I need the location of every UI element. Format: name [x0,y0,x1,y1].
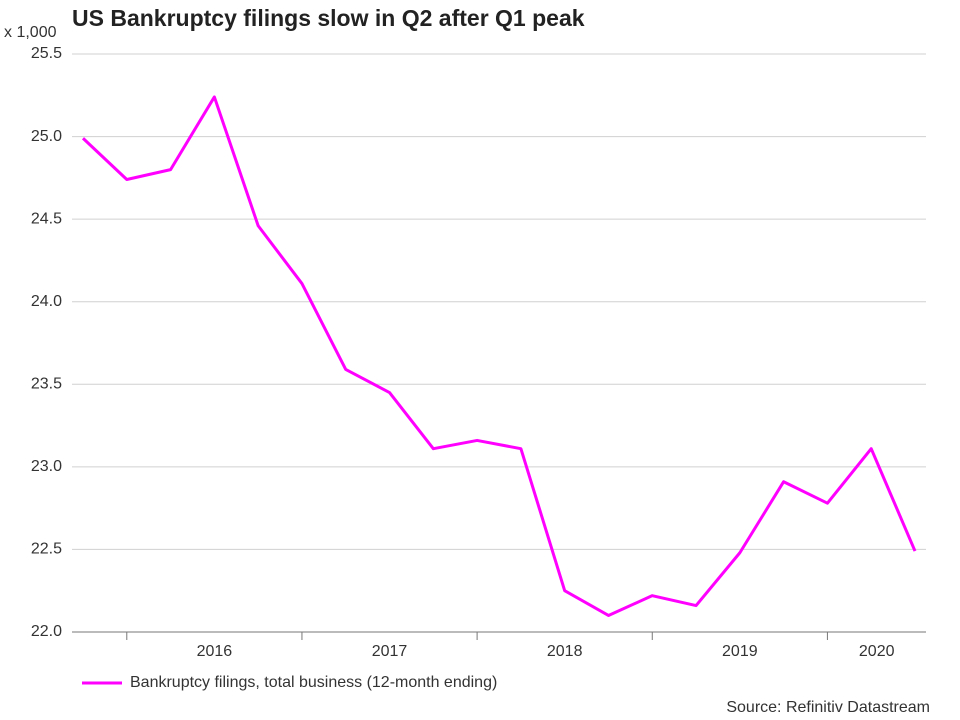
y-unit-label: x 1,000 [4,24,57,41]
y-tick-label: 23.0 [31,458,62,475]
x-tick-label: 2018 [547,643,583,660]
y-tick-label: 25.0 [31,128,62,145]
y-tick-label: 23.5 [31,376,62,393]
legend-label: Bankruptcy filings, total business (12-m… [130,674,497,691]
x-tick-label: 2017 [372,643,408,660]
x-tick-label: 2020 [859,643,895,660]
y-tick-label: 24.0 [31,293,62,310]
line-series [81,95,917,617]
y-tick-label: 25.5 [31,45,62,62]
x-tick-label: 2016 [197,643,233,660]
x-tick-label: 2019 [722,643,758,660]
source: Source: Refinitiv Datastream [726,699,930,716]
y-tick-label: 22.5 [31,541,62,558]
y-tick-label: 24.5 [31,210,62,227]
y-tick-label: 22.0 [31,623,62,640]
chart-title: US Bankruptcy filings slow in Q2 after Q… [72,5,585,31]
